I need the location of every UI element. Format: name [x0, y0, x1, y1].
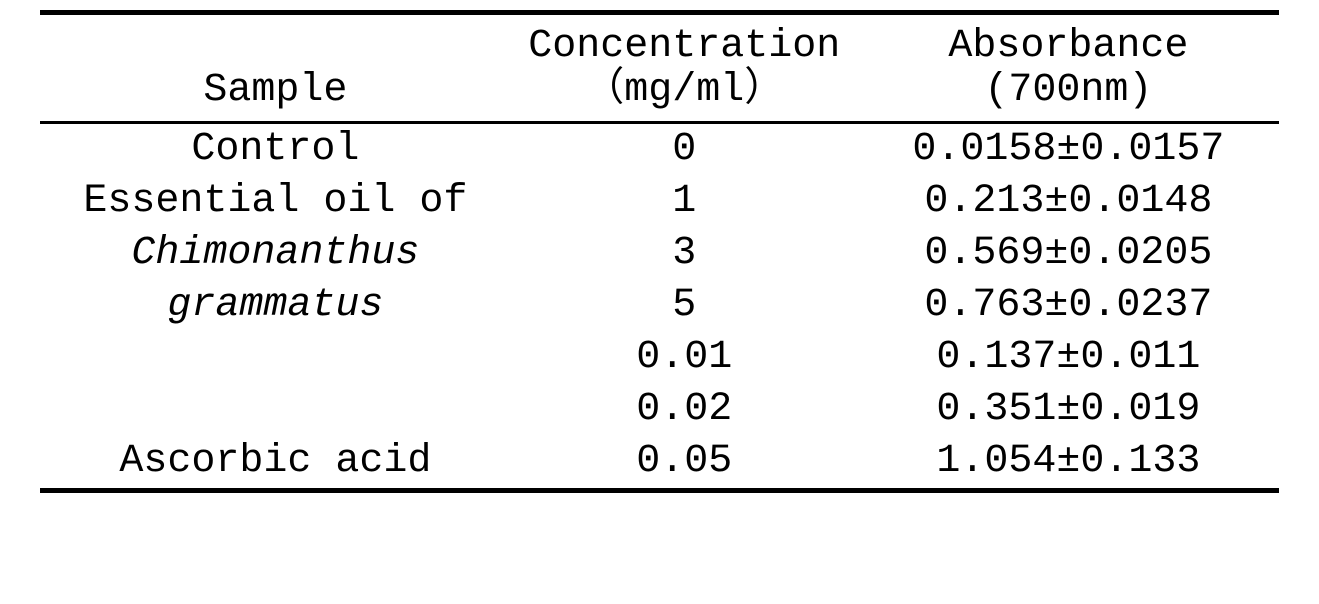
cell-abs: 0.0158±0.0157 — [858, 123, 1279, 177]
header-sample-l1 — [40, 13, 511, 70]
header-conc-l1: Concentration — [511, 13, 858, 70]
cell-sample: Chimonanthus — [40, 228, 511, 280]
cell-conc: 5 — [511, 280, 858, 332]
table-row: Ascorbic acid 0.05 1.054±0.133 — [40, 436, 1279, 491]
table-header-row-1: Concentration Absorbance — [40, 13, 1279, 70]
cell-conc: 1 — [511, 176, 858, 228]
data-table: Concentration Absorbance Sample （mg/ml） … — [40, 10, 1279, 493]
cell-abs: 1.054±0.133 — [858, 436, 1279, 491]
table-header-row-2: Sample （mg/ml） (700nm) — [40, 69, 1279, 123]
header-abs-l2: (700nm) — [858, 69, 1279, 123]
cell-conc: 0 — [511, 123, 858, 177]
header-sample-l2: Sample — [40, 69, 511, 123]
cell-sample: grammatus — [40, 280, 511, 332]
cell-conc: 3 — [511, 228, 858, 280]
cell-abs: 0.137±0.011 — [858, 332, 1279, 384]
cell-sample: Ascorbic acid — [40, 436, 511, 491]
cell-conc: 0.01 — [511, 332, 858, 384]
cell-sample: Essential oil of — [40, 176, 511, 228]
header-conc-l2: （mg/ml） — [511, 69, 858, 123]
table-row: 0.02 0.351±0.019 — [40, 384, 1279, 436]
page: Concentration Absorbance Sample （mg/ml） … — [0, 0, 1319, 604]
cell-abs: 0.569±0.0205 — [858, 228, 1279, 280]
table-row: 0.01 0.137±0.011 — [40, 332, 1279, 384]
table-row: Essential oil of 1 0.213±0.0148 — [40, 176, 1279, 228]
cell-abs: 0.763±0.0237 — [858, 280, 1279, 332]
table-row: Chimonanthus 3 0.569±0.0205 — [40, 228, 1279, 280]
cell-conc: 0.02 — [511, 384, 858, 436]
cell-sample — [40, 332, 511, 384]
cell-conc: 0.05 — [511, 436, 858, 491]
cell-abs: 0.213±0.0148 — [858, 176, 1279, 228]
table-row: grammatus 5 0.763±0.0237 — [40, 280, 1279, 332]
cell-sample: Control — [40, 123, 511, 177]
header-abs-l1: Absorbance — [858, 13, 1279, 70]
cell-abs: 0.351±0.019 — [858, 384, 1279, 436]
table-row: Control 0 0.0158±0.0157 — [40, 123, 1279, 177]
cell-sample — [40, 384, 511, 436]
